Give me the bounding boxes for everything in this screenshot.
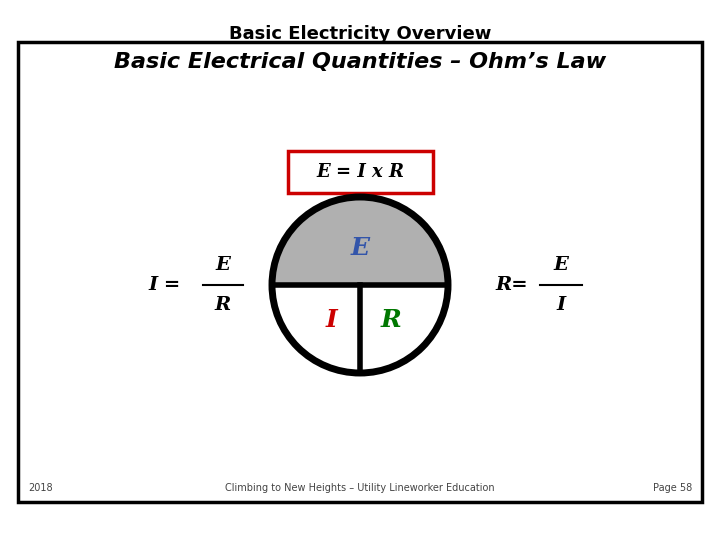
Circle shape: [272, 197, 448, 373]
Bar: [288, 151, 433, 193]
Text: R: R: [380, 308, 401, 332]
Text: Page 58: Page 58: [653, 483, 692, 493]
Text: E = I x R: E = I x R: [316, 163, 404, 181]
Text: Basic Electricity Overview: Basic Electricity Overview: [229, 25, 491, 43]
Bar: [18, 42, 702, 502]
Text: E: E: [351, 236, 369, 260]
Text: E: E: [215, 256, 230, 274]
Text: E: E: [554, 256, 568, 274]
Text: R: R: [215, 296, 231, 314]
Text: 2018: 2018: [28, 483, 53, 493]
Text: Climbing to New Heights – Utility Lineworker Education: Climbing to New Heights – Utility Linewo…: [225, 483, 495, 493]
PathPatch shape: [272, 197, 448, 285]
Text: I =: I =: [149, 276, 181, 294]
Text: I: I: [326, 308, 338, 332]
Text: I: I: [557, 296, 566, 314]
Text: Basic Electrical Quantities – Ohm’s Law: Basic Electrical Quantities – Ohm’s Law: [114, 52, 606, 72]
Text: R=: R=: [495, 276, 528, 294]
